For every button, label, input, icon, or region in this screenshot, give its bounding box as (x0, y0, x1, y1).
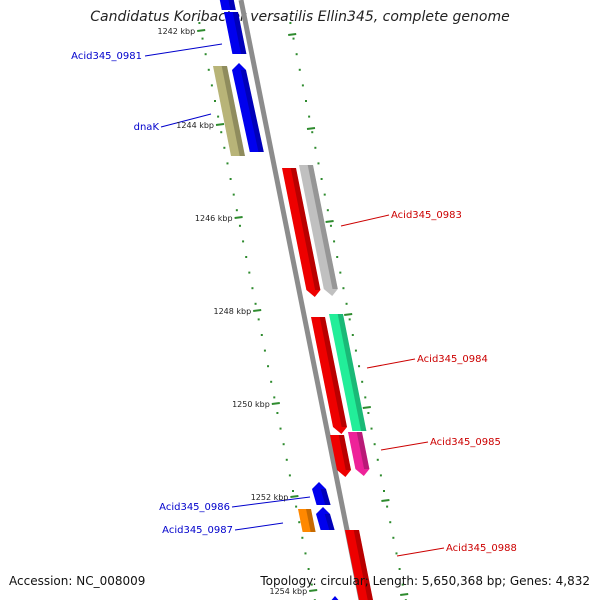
ruler-label: 1252 kbp (251, 493, 289, 502)
gene-labels: Acid345_0981 dnaK Acid345_0983 Acid345_0984… (71, 51, 517, 554)
gene-label-dnak: dnaK (134, 122, 160, 133)
gene-body (299, 165, 338, 296)
gene-body (331, 596, 339, 600)
gene-body (345, 530, 373, 600)
gene-body (219, 0, 236, 10)
gene-shade (337, 314, 367, 431)
ruler-major-tick (309, 589, 318, 592)
gene-shade (320, 489, 331, 505)
ruler-major-tick (215, 123, 225, 126)
accession-text: Accession: NC_008009 (9, 574, 146, 588)
gene-label-acid345_0987: Acid345_0987 (162, 525, 233, 536)
gene-acid345_0985 (348, 432, 370, 476)
gene-body (224, 12, 247, 54)
gene-shade (338, 435, 351, 470)
gene-top-fragment (219, 0, 236, 10)
gene-body (348, 432, 370, 476)
gene-body (298, 509, 316, 532)
gene-label-acid345_0988: Acid345_0988 (446, 543, 517, 554)
label-leader-acid345_0984 (366, 358, 416, 369)
ruler-major-tick (344, 313, 353, 316)
ruler-major-tick (253, 309, 262, 312)
backbone (238, 0, 364, 600)
backbone-line (238, 0, 364, 600)
label-leader-acid345_0987 (234, 522, 284, 531)
ruler-major-tick (381, 499, 390, 502)
gene-body (329, 314, 367, 431)
ruler-major-tick (362, 406, 371, 409)
gene-dnak (213, 66, 245, 156)
ruler-major-tick (290, 495, 299, 498)
label-leader-dnak (160, 113, 212, 128)
ruler-label: 1244 kbp (176, 121, 214, 130)
gene-acid345_0983-a (282, 168, 321, 297)
gene-shade (319, 317, 347, 427)
gene-acid345_0986-b (316, 507, 335, 530)
ruler-label: 1254 kbp (269, 587, 307, 596)
gene-shade (356, 432, 370, 469)
gene-acid345_0987 (298, 509, 316, 532)
gene-acid345_0984-a (311, 317, 347, 434)
gene-label-acid345_0983: Acid345_0983 (391, 210, 462, 221)
gene-label-acid345_0984: Acid345_0984 (417, 354, 488, 365)
gene-dnak-small (232, 63, 264, 152)
gene-acid345_0985-a (330, 435, 351, 477)
gene-label-acid345_0986: Acid345_0986 (159, 502, 230, 513)
gene-shade (324, 514, 335, 530)
gene-shade (306, 509, 316, 532)
genome-summary-text: Topology: circular; Length: 5,650,368 bp… (260, 574, 590, 588)
gene-bottom-fragment (331, 596, 339, 600)
gene-shade (353, 530, 373, 600)
gene-label-acid345_0985: Acid345_0985 (430, 437, 501, 448)
ruler-label: 1250 kbp (232, 400, 270, 409)
gene-acid345_0986 (312, 482, 331, 505)
genes (213, 0, 373, 600)
gene-shade (228, 0, 236, 10)
gene-body (282, 168, 321, 297)
gene-acid345_0984 (329, 314, 367, 431)
ruler-label: 1242 kbp (157, 27, 195, 36)
ruler-major-tick (400, 593, 409, 596)
gene-body (330, 435, 351, 477)
gene-shade (290, 168, 321, 290)
gene-body (213, 66, 245, 156)
label-leader-acid345_0983 (340, 214, 390, 227)
gene-shade (221, 66, 245, 156)
ruler-ticks (197, 22, 409, 600)
ruler-major-tick (288, 33, 297, 36)
label-leader-acid345_0986 (231, 496, 311, 508)
gene-shade (232, 12, 247, 54)
label-leader-acid345_0981 (144, 43, 223, 57)
ruler-major-tick (306, 127, 316, 130)
label-leader-acid345_0985 (380, 441, 429, 451)
gene-acid345_0983 (299, 165, 338, 296)
ruler-major-tick (197, 29, 206, 32)
gene-body (311, 317, 347, 434)
ruler-labels: 1242 kbp 1244 kbp 1246 kbp 1248 kbp 1250 kbp… (157, 27, 307, 596)
gene-body (316, 507, 335, 530)
gene-shade (307, 165, 338, 289)
gene-label-acid345_0981: Acid345_0981 (71, 51, 142, 62)
ruler-major-tick (234, 216, 243, 219)
gene-body (232, 63, 264, 152)
label-leaders (144, 43, 445, 557)
genome-title: Candidatus Koribacter versatilis Ellin34… (90, 9, 510, 25)
ruler-label: 1248 kbp (213, 307, 251, 316)
gene-acid345_0981 (224, 12, 247, 54)
ruler-major-tick (325, 220, 334, 223)
ruler-label: 1246 kbp (195, 214, 233, 223)
label-leader-acid345_0988 (396, 547, 445, 557)
ruler-major-tick (271, 402, 280, 405)
gene-shade (240, 70, 264, 152)
gene-acid345_0988 (345, 530, 373, 600)
gene-body (312, 482, 331, 505)
